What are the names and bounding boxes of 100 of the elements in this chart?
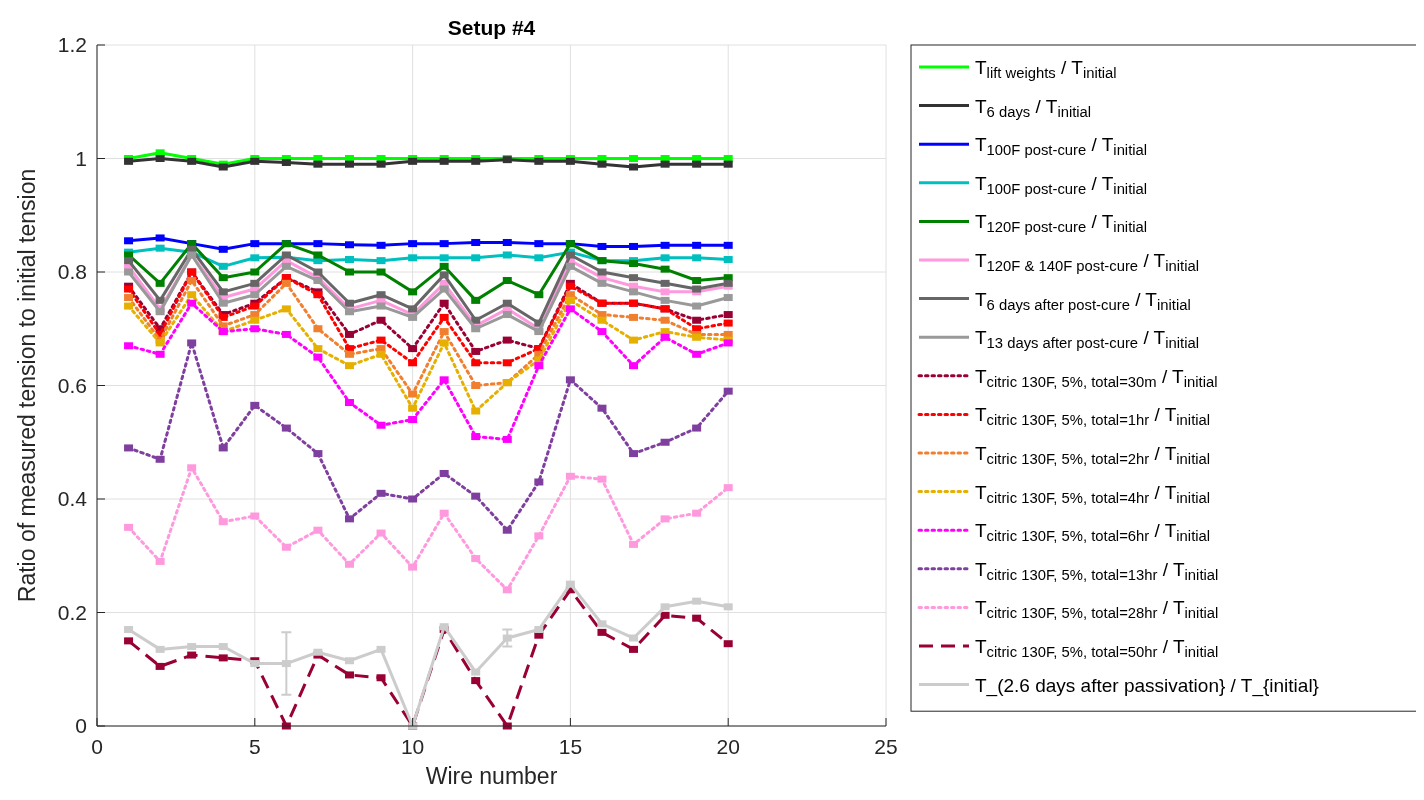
legend-label: T$_{13 days after post-cure}$ / T$_{initial}$: [975, 327, 1199, 351]
point: [471, 359, 481, 367]
point: [344, 657, 354, 665]
point: [313, 325, 323, 333]
point: [408, 359, 418, 367]
point: [281, 543, 291, 551]
point: [597, 628, 607, 636]
x-tick-label: 20: [716, 735, 740, 758]
y-tick-label: 0.4: [57, 487, 88, 510]
point: [281, 330, 291, 338]
point: [597, 404, 607, 412]
point: [124, 268, 134, 276]
point: [376, 645, 386, 653]
point: [565, 305, 575, 313]
point: [692, 509, 702, 517]
point: [502, 277, 512, 285]
point: [281, 279, 291, 287]
point: [534, 626, 544, 634]
point: [344, 362, 354, 370]
point: [660, 438, 670, 446]
point: [187, 651, 197, 659]
point: [250, 279, 260, 287]
point: [124, 626, 134, 634]
point: [471, 382, 481, 389]
point: [281, 660, 291, 668]
point: [250, 291, 260, 299]
point: [471, 407, 481, 415]
point: [629, 313, 639, 321]
point: [155, 645, 165, 653]
legend-label: T$_{citric 130F, 5%, total=2hr}$ / T$_{initial}$: [975, 443, 1211, 467]
point: [502, 634, 512, 642]
point: [313, 240, 323, 248]
point: [692, 614, 702, 622]
point: [471, 555, 481, 563]
point: [597, 242, 607, 250]
point: [692, 424, 702, 432]
point: [155, 279, 165, 287]
point: [344, 330, 354, 338]
y-tick-label: 0.2: [57, 600, 87, 624]
point: [250, 268, 260, 276]
legend-label: T$_{lift weights}$ / T$_{initial}$: [975, 57, 1117, 81]
point: [439, 262, 449, 270]
point: [597, 620, 607, 628]
point: [534, 291, 544, 299]
legend-label: T$_{citric 130F, 5%, total=30m}$ / T$_{initial}$: [975, 365, 1218, 390]
point: [660, 296, 670, 304]
point: [281, 305, 291, 313]
x-tick-label: 0: [91, 735, 103, 758]
point: [250, 325, 260, 333]
point: [692, 302, 702, 310]
point: [376, 160, 386, 168]
point: [471, 668, 481, 676]
point: [565, 472, 575, 480]
point: [660, 611, 670, 619]
point: [692, 277, 702, 285]
point: [344, 399, 354, 407]
point: [597, 160, 607, 168]
point: [155, 662, 165, 670]
point: [723, 640, 733, 648]
point: [376, 257, 386, 265]
legend-label: T$_{100F post-cure}$ / T$_{initial}$: [975, 134, 1148, 158]
point: [408, 390, 418, 398]
legend-label: T$_{citric 130F, 5%, total=6hr}$ / T$_{initial}$: [975, 520, 1211, 544]
point: [344, 299, 354, 307]
point: [124, 523, 134, 531]
point: [218, 643, 228, 651]
point: [408, 240, 418, 248]
point: [565, 376, 575, 384]
point: [629, 288, 639, 296]
point: [660, 160, 670, 168]
chart-title: Setup #4: [447, 16, 536, 39]
point: [408, 563, 418, 571]
point: [629, 163, 639, 171]
point: [313, 268, 323, 276]
point: [313, 450, 323, 458]
point: [660, 316, 670, 324]
point: [344, 160, 354, 168]
point: [187, 643, 197, 651]
point: [502, 359, 512, 367]
point: [344, 350, 354, 358]
point: [723, 484, 733, 492]
point: [439, 509, 449, 517]
point: [471, 433, 481, 441]
point: [187, 464, 197, 472]
point: [629, 450, 639, 458]
point: [723, 294, 733, 302]
point: [313, 353, 323, 361]
point: [629, 645, 639, 653]
point: [597, 279, 607, 287]
point: [218, 245, 228, 253]
point: [124, 257, 134, 265]
point: [344, 560, 354, 568]
point: [629, 336, 639, 344]
point: [408, 288, 418, 296]
point: [439, 469, 449, 477]
point: [408, 345, 418, 353]
point: [660, 288, 670, 296]
point: [376, 268, 386, 276]
point: [629, 362, 639, 370]
point: [187, 277, 197, 285]
